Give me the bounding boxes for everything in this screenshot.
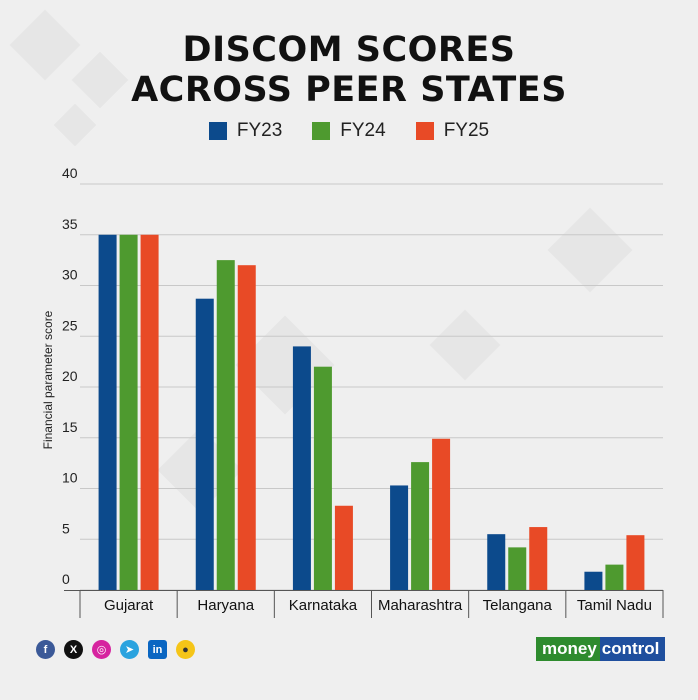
bar-fy23-karnataka <box>292 346 311 590</box>
bar-fy24-telangana <box>508 547 527 590</box>
y-tick-label: 20 <box>62 368 78 384</box>
bar-fy23-gujarat <box>98 234 117 590</box>
telegram-icon[interactable]: ➤ <box>120 640 139 659</box>
bar-fy25-karnataka <box>334 505 353 590</box>
legend-swatch-fy25 <box>415 122 434 140</box>
y-tick-label: 25 <box>62 317 78 333</box>
bar-fy23-maharashtra <box>390 485 409 590</box>
legend-swatch-fy23 <box>208 122 227 140</box>
bar-fy23-tamil-nadu <box>584 571 603 590</box>
bar-fy24-gujarat <box>119 234 138 590</box>
bar-fy24-haryana <box>216 260 235 590</box>
x-tick-label: Karnataka <box>289 597 358 614</box>
legend-label-fy25: FY25 <box>443 120 490 141</box>
y-tick-label: 35 <box>62 216 78 232</box>
legend-item-fy25: FY25 <box>415 120 490 142</box>
social-icons: f X ◎ ➤ in ● <box>36 640 195 659</box>
moneycontrol-logo: money control <box>536 637 666 661</box>
bar-fy24-maharashtra <box>411 462 430 590</box>
legend-swatch-fy24 <box>312 122 331 140</box>
bar-fy25-tamil-nadu <box>626 535 645 590</box>
bar-fy25-telangana <box>529 527 548 590</box>
koo-icon[interactable]: ● <box>176 640 195 659</box>
logo-part-money: money <box>536 637 600 661</box>
x-icon[interactable]: X <box>64 640 83 659</box>
title-line-1: DISCOM SCORES <box>182 30 516 70</box>
bar-fy25-maharashtra <box>432 438 451 590</box>
chart-title: DISCOM SCORES ACROSS PEER STATES <box>0 30 698 110</box>
y-tick-label: 40 <box>62 165 78 181</box>
linkedin-icon[interactable]: in <box>148 640 167 659</box>
y-tick-label: 15 <box>62 419 78 435</box>
y-tick-label: 30 <box>62 267 78 283</box>
y-tick-label: 10 <box>62 470 78 486</box>
y-tick-label: 5 <box>62 520 70 536</box>
y-tick-label: 0 <box>62 571 70 587</box>
legend-label-fy24: FY24 <box>340 120 386 141</box>
legend: FY23 FY24 FY25 <box>0 120 698 142</box>
bar-fy25-haryana <box>237 265 256 590</box>
x-tick-label: Haryana <box>197 597 254 614</box>
x-tick-label: Telangana <box>483 597 553 614</box>
bar-fy24-karnataka <box>313 366 332 590</box>
title-line-2: ACROSS PEER STATES <box>131 70 567 110</box>
legend-item-fy23: FY23 <box>208 120 283 142</box>
instagram-icon[interactable]: ◎ <box>92 640 111 659</box>
legend-label-fy23: FY23 <box>236 120 283 141</box>
bar-fy25-gujarat <box>140 234 159 590</box>
x-tick-label: Maharashtra <box>378 597 463 614</box>
bar-fy24-tamil-nadu <box>605 564 624 590</box>
facebook-icon[interactable]: f <box>36 640 55 659</box>
legend-item-fy24: FY24 <box>312 120 386 142</box>
x-tick-label: Tamil Nadu <box>577 597 652 614</box>
logo-part-control: control <box>599 637 666 661</box>
bar-fy23-telangana <box>487 534 506 590</box>
x-tick-label: Gujarat <box>104 597 154 614</box>
bar-fy23-haryana <box>195 298 214 590</box>
